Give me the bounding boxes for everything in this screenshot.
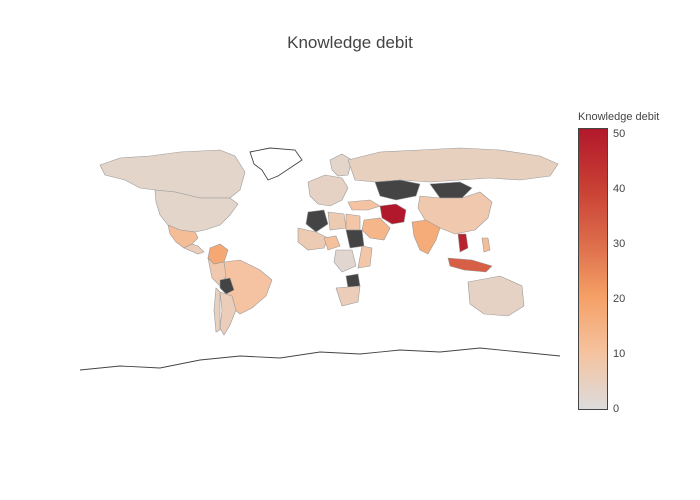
- country-south-africa[interactable]: [335, 285, 361, 307]
- country-saudi-arabia[interactable]: [361, 217, 391, 241]
- country-canada[interactable]: [99, 149, 246, 199]
- country-mongolia[interactable]: [429, 181, 473, 199]
- country-iran[interactable]: [379, 203, 407, 225]
- country-philippines[interactable]: [481, 237, 491, 253]
- country-australia[interactable]: [467, 275, 525, 317]
- country-peru[interactable]: [207, 257, 227, 287]
- country-chile[interactable]: [213, 287, 221, 333]
- chart-title: Knowledge debit: [287, 33, 413, 52]
- country-west-africa[interactable]: [297, 227, 329, 251]
- country-india[interactable]: [411, 219, 441, 255]
- colorbar-tick: 0: [613, 403, 620, 415]
- colorbar-tick: 30: [613, 238, 626, 250]
- country-sudan[interactable]: [345, 229, 365, 249]
- country-scandinavia[interactable]: [329, 153, 353, 177]
- colorbar-tick: 10: [613, 348, 626, 360]
- greenland-outline: [249, 147, 303, 181]
- country-united-states[interactable]: [154, 189, 239, 233]
- country-turkey[interactable]: [347, 199, 381, 211]
- world-map[interactable]: [80, 120, 560, 385]
- country-kazakhstan[interactable]: [374, 179, 421, 201]
- colorbar-tick: 40: [613, 183, 626, 195]
- antarctica-outline: [80, 347, 560, 371]
- country-algeria[interactable]: [305, 209, 329, 233]
- colorbar: [578, 128, 608, 410]
- colorbar-tick: 20: [613, 293, 626, 305]
- country-libya[interactable]: [327, 211, 347, 231]
- country-europe[interactable]: [307, 174, 349, 207]
- country-vietnam[interactable]: [457, 233, 469, 253]
- country-indonesia[interactable]: [447, 257, 493, 273]
- country-east-africa[interactable]: [357, 245, 373, 269]
- country-egypt[interactable]: [345, 213, 361, 231]
- country-china[interactable]: [417, 191, 493, 235]
- colorbar-gradient: [578, 128, 608, 410]
- country-central-america[interactable]: [183, 243, 205, 255]
- country-argentina[interactable]: [219, 291, 237, 336]
- country-nigeria[interactable]: [323, 235, 341, 251]
- country-bolivia[interactable]: [219, 277, 235, 295]
- country-russia[interactable]: [347, 147, 559, 183]
- country-dr-congo[interactable]: [333, 249, 357, 273]
- colorbar-title: Knowledge debit: [578, 111, 660, 123]
- colorbar-tick: 50: [613, 128, 626, 140]
